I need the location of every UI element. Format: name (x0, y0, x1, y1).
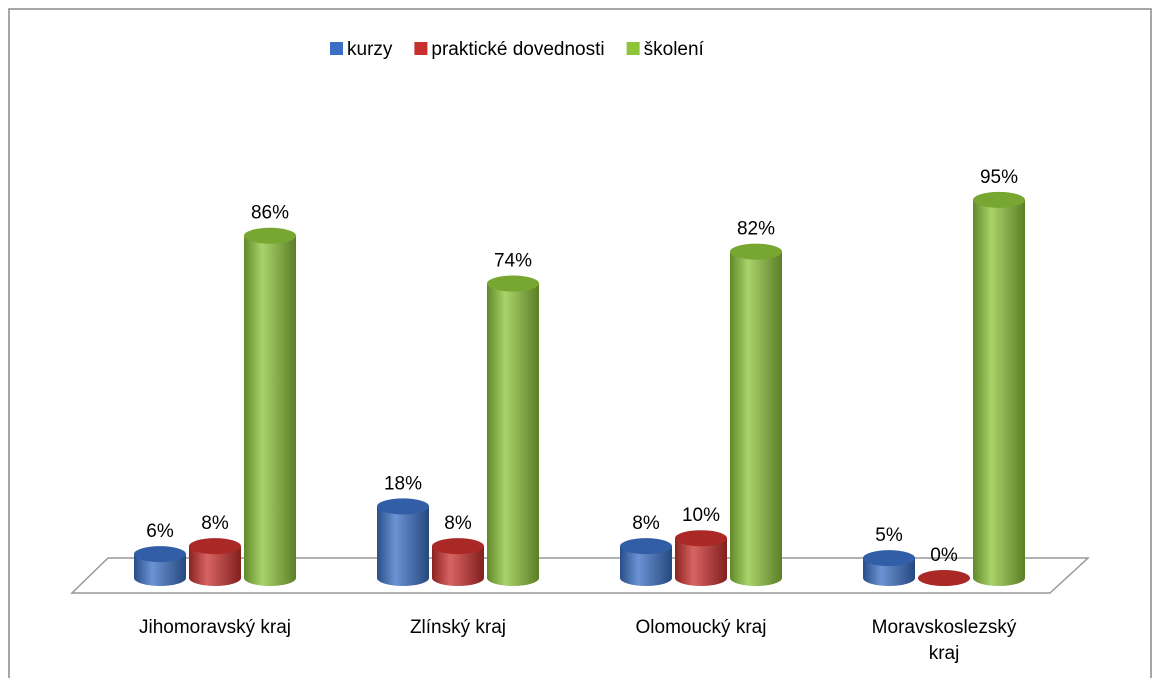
value-label: 8% (201, 513, 229, 534)
bar (973, 199, 1025, 586)
value-label: 6% (146, 521, 174, 542)
legend-label: kurzy (347, 39, 393, 60)
legend-label: praktické dovednosti (431, 39, 604, 60)
x-tick-label: Olomoucký kraj (635, 617, 767, 638)
chart-border (8, 8, 1152, 678)
bar-top (189, 538, 241, 555)
bar (377, 506, 429, 586)
bar-top (487, 275, 539, 292)
bar (675, 538, 727, 586)
value-label: 95% (980, 167, 1018, 188)
bar-top (432, 538, 484, 555)
bar-top (730, 243, 782, 260)
bar-top (675, 530, 727, 547)
legend-swatch (414, 42, 428, 55)
value-label: 82% (737, 219, 775, 240)
value-label: 5% (875, 525, 903, 546)
bar-top (620, 538, 672, 555)
bar (244, 235, 296, 586)
bar-top (377, 498, 429, 515)
legend-swatch (626, 42, 640, 55)
bar-top (244, 227, 296, 244)
bar-top (973, 191, 1025, 208)
floor (70, 557, 1090, 594)
bar-top (863, 550, 915, 567)
value-label: 74% (494, 250, 532, 271)
bar-top (134, 546, 186, 563)
x-tick-label: Jihomoravský kraj (138, 617, 292, 638)
x-tick-label: Moravskoslezský kraj (871, 617, 1017, 664)
bar (487, 283, 539, 586)
legend-label: školení (644, 39, 705, 60)
bar (620, 546, 672, 586)
value-label: 0% (930, 545, 958, 566)
bar-top (918, 570, 970, 586)
value-label: 18% (384, 473, 422, 494)
bar (730, 251, 782, 586)
legend-swatch (330, 42, 343, 55)
value-label: 10% (682, 505, 720, 526)
bar (134, 554, 186, 586)
bar (863, 558, 915, 586)
value-label: 8% (444, 513, 472, 534)
bar (189, 546, 241, 586)
value-label: 86% (251, 203, 289, 224)
value-label: 8% (632, 513, 660, 534)
bar (432, 546, 484, 586)
x-tick-label: Zlínský kraj (409, 617, 507, 638)
